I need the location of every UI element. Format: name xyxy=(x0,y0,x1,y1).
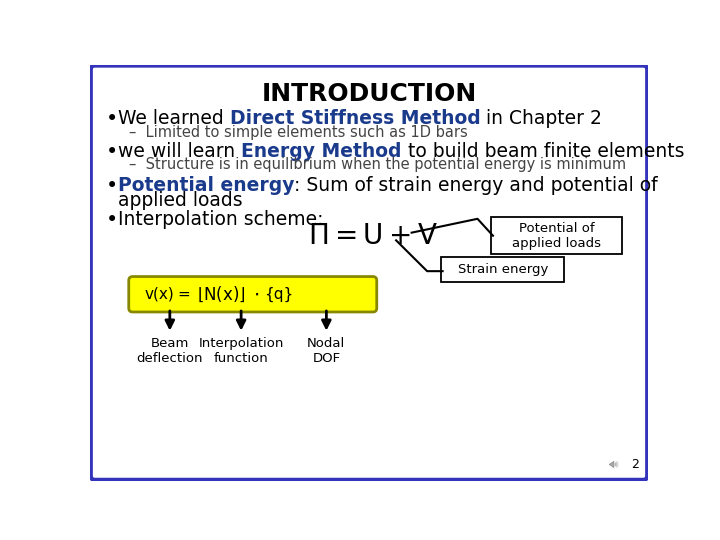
Text: Nodal
DOF: Nodal DOF xyxy=(307,338,346,366)
Text: •: • xyxy=(106,110,118,130)
Text: We learned: We learned xyxy=(118,110,230,129)
FancyBboxPatch shape xyxy=(492,217,622,254)
Text: INTRODUCTION: INTRODUCTION xyxy=(261,82,477,106)
Text: $\cdot$: $\cdot$ xyxy=(253,285,259,304)
Text: –  Limited to simple elements such as 1D bars: – Limited to simple elements such as 1D … xyxy=(129,125,467,140)
Text: to build beam finite elements: to build beam finite elements xyxy=(402,142,684,161)
Text: =: = xyxy=(178,287,190,302)
Text: Energy Method: Energy Method xyxy=(241,142,402,161)
Text: Interpolation
function: Interpolation function xyxy=(199,338,284,366)
Text: Interpolation scheme:: Interpolation scheme: xyxy=(118,210,323,228)
Text: •: • xyxy=(106,210,118,230)
Polygon shape xyxy=(609,461,614,468)
Text: $\lfloor$N(x)$\rfloor$: $\lfloor$N(x)$\rfloor$ xyxy=(197,285,246,304)
Text: we will learn: we will learn xyxy=(118,142,241,161)
Text: –  Structure is in equilibrium when the potential energy is minimum: – Structure is in equilibrium when the p… xyxy=(129,157,626,172)
Text: Strain energy: Strain energy xyxy=(457,263,548,276)
Text: v(x): v(x) xyxy=(144,287,174,302)
Text: Potential of
applied loads: Potential of applied loads xyxy=(513,222,601,249)
FancyBboxPatch shape xyxy=(91,65,647,480)
Text: {q}: {q} xyxy=(264,287,294,302)
Text: in Chapter 2: in Chapter 2 xyxy=(480,110,602,129)
FancyBboxPatch shape xyxy=(441,257,564,282)
FancyBboxPatch shape xyxy=(129,276,377,312)
Text: •: • xyxy=(106,142,118,162)
Text: $\Pi = \mathrm{U} + \mathrm{V}$: $\Pi = \mathrm{U} + \mathrm{V}$ xyxy=(308,222,438,249)
Text: Beam
deflection: Beam deflection xyxy=(137,338,203,366)
Text: Direct Stiffness Method: Direct Stiffness Method xyxy=(230,110,480,129)
Text: Potential energy: Potential energy xyxy=(118,176,294,195)
Text: : Sum of strain energy and potential of: : Sum of strain energy and potential of xyxy=(294,176,658,195)
Text: •: • xyxy=(106,176,118,195)
Text: 2: 2 xyxy=(631,458,639,471)
Text: applied loads: applied loads xyxy=(118,191,243,210)
